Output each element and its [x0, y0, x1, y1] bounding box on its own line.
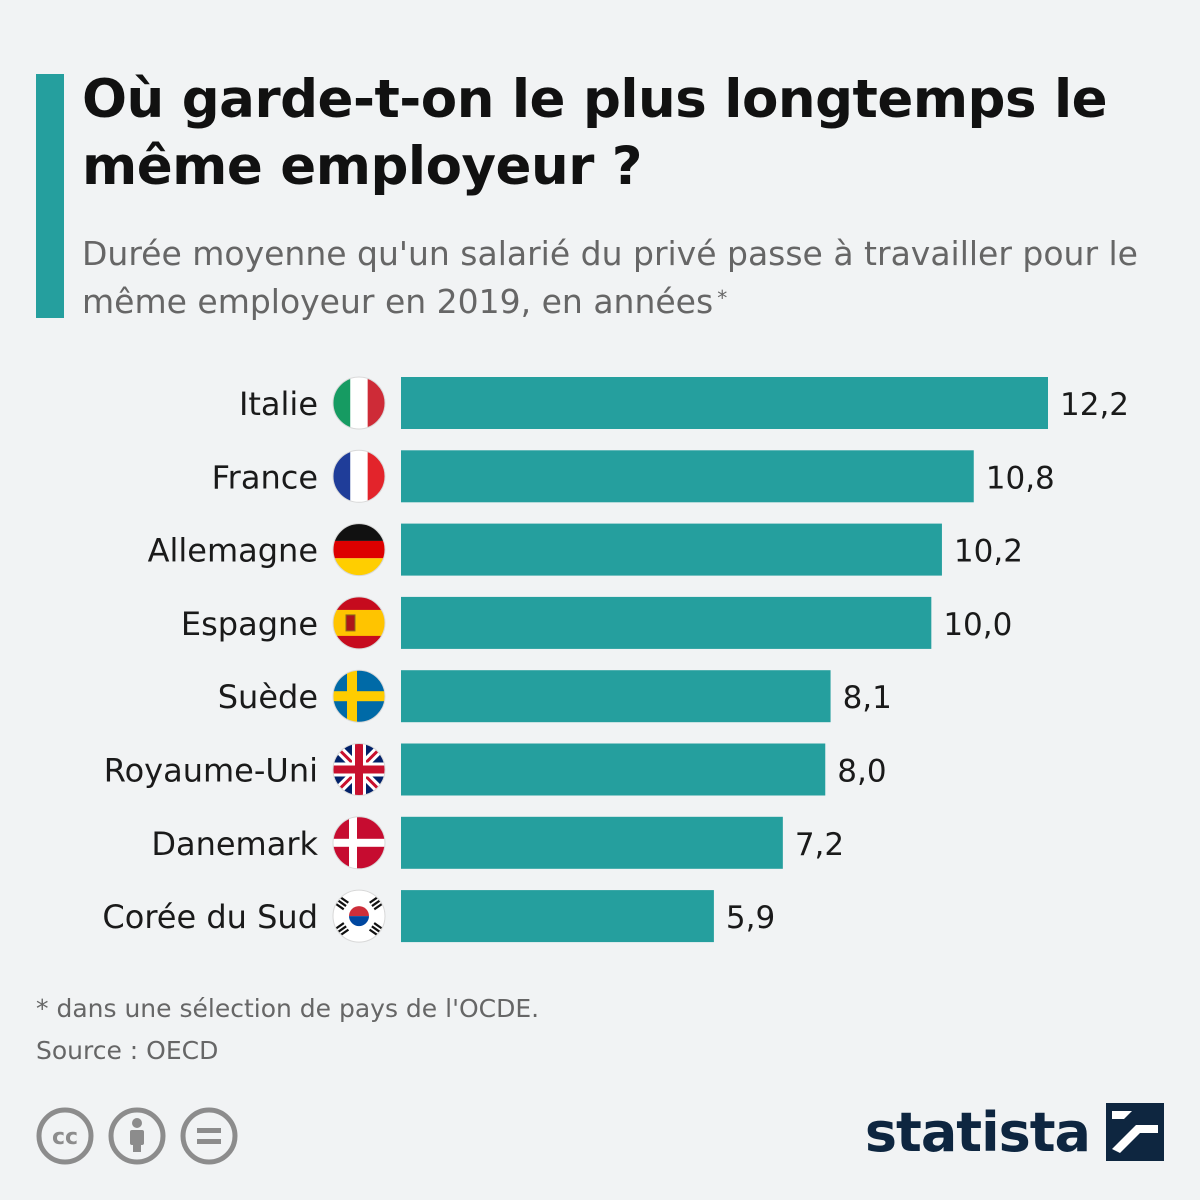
south-korea-flag-icon [333, 890, 385, 943]
uk-flag-icon [333, 743, 385, 796]
bar [401, 743, 826, 796]
bar [401, 450, 974, 503]
bar [401, 523, 942, 576]
attribution-icon[interactable] [108, 1107, 166, 1165]
category-label: Italie [239, 385, 318, 423]
source-text: Source : OECD [36, 1036, 219, 1065]
category-label: Suède [218, 678, 318, 716]
accent-bar [36, 74, 64, 318]
value-label: 8,1 [843, 680, 892, 716]
spain-flag-icon [333, 596, 385, 649]
statista-logo[interactable]: statista [865, 1100, 1164, 1164]
footnotes: * dans une sélection de pays de l'OCDE. … [36, 988, 539, 1072]
value-label: 10,0 [943, 607, 1012, 643]
value-label: 8,0 [837, 754, 886, 790]
value-label: 10,2 [954, 534, 1023, 570]
chart-subtitle: Durée moyenne qu'un salarié du privé pas… [82, 230, 1182, 326]
no-derivatives-icon[interactable] [180, 1107, 238, 1165]
cc-icon[interactable]: cc [36, 1107, 94, 1165]
footnote-text: * dans une sélection de pays de l'OCDE. [36, 994, 540, 1023]
brand-name: statista [864, 1100, 1091, 1164]
category-label: Corée du Sud [102, 898, 318, 936]
bar [401, 816, 783, 869]
svg-text:cc: cc [52, 1125, 78, 1150]
category-label: France [212, 458, 318, 496]
bar [401, 670, 831, 723]
bar [401, 377, 1048, 429]
value-label: 10,8 [986, 460, 1055, 496]
category-label: Allemagne [148, 532, 318, 570]
sweden-flag-icon [333, 670, 385, 723]
italy-flag-icon [333, 377, 385, 429]
subtitle-text: Durée moyenne qu'un salarié du privé pas… [82, 234, 1138, 321]
germany-flag-icon [333, 523, 385, 576]
value-label: 7,2 [795, 827, 844, 863]
chart-title: Où garde-t-on le plus longtemps le même … [82, 69, 1108, 197]
category-label: Royaume-Uni [104, 752, 318, 790]
france-flag-icon [333, 450, 385, 503]
value-label: 12,2 [1060, 387, 1129, 423]
bar [401, 890, 714, 943]
license-icons: cc [36, 1107, 246, 1165]
category-label: Espagne [181, 605, 318, 643]
bar-chart: Italie 12,2 France 10,8 Allemagne 10,2 Espagne… [102, 376, 1129, 943]
bar [401, 596, 932, 649]
subtitle-footnote-mark: * [717, 286, 728, 310]
value-label: 5,9 [726, 900, 775, 936]
statista-mark-icon [1106, 1103, 1164, 1161]
category-label: Danemark [151, 825, 318, 863]
denmark-flag-icon [333, 816, 385, 869]
